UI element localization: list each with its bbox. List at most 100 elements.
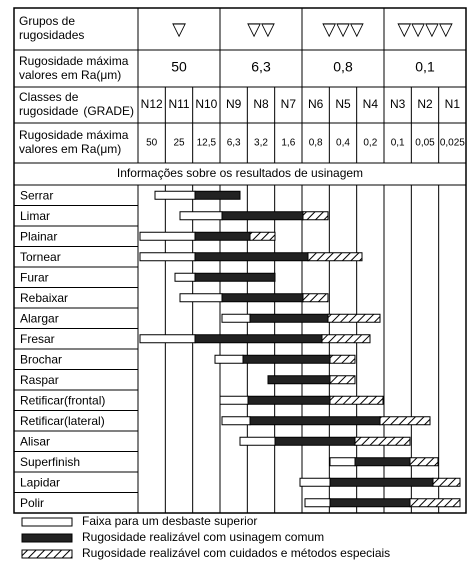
legend-swatch bbox=[21, 549, 73, 559]
legend-label: Rugosidade realizável com cuidados e mét… bbox=[82, 546, 390, 560]
grade: N1 bbox=[445, 97, 461, 111]
range-bar bbox=[302, 211, 329, 221]
class-value: 0,05 bbox=[415, 138, 435, 149]
process-name: Retificar(lateral) bbox=[20, 414, 105, 428]
range-bar bbox=[274, 436, 356, 446]
range-bar bbox=[194, 190, 241, 200]
group-symbol: ▽ bbox=[172, 19, 186, 39]
range-bar bbox=[329, 395, 384, 405]
process-name: Tornear bbox=[20, 250, 61, 264]
process-name: Plainar bbox=[20, 229, 57, 243]
range-bar bbox=[194, 252, 309, 262]
range-bar bbox=[304, 498, 331, 508]
class-value: 3,2 bbox=[254, 138, 268, 149]
range-bar bbox=[354, 457, 411, 467]
range-bar bbox=[179, 293, 223, 303]
grade: N3 bbox=[390, 97, 406, 111]
grade: N7 bbox=[281, 97, 297, 111]
range-bar bbox=[194, 231, 251, 241]
group-value: 50 bbox=[171, 59, 187, 75]
legend-swatch bbox=[21, 517, 73, 527]
range-bar bbox=[249, 231, 276, 241]
max-label: valores em Ra(μm) bbox=[19, 68, 121, 82]
range-bar bbox=[321, 334, 371, 344]
class-value: 0,1 bbox=[391, 138, 405, 149]
class-value: 50 bbox=[146, 138, 158, 149]
class-value: 0,025 bbox=[440, 138, 465, 149]
grade: N8 bbox=[253, 97, 269, 111]
range-bar bbox=[239, 436, 276, 446]
legend-swatch bbox=[21, 533, 73, 543]
grade: N2 bbox=[417, 97, 433, 111]
group-symbol: ▽▽▽▽ bbox=[397, 19, 453, 39]
process-name: Limar bbox=[20, 209, 50, 223]
grade: N9 bbox=[226, 97, 242, 111]
range-bar bbox=[267, 375, 331, 385]
group-symbol: ▽▽ bbox=[247, 19, 275, 39]
class-value: 1,6 bbox=[281, 138, 295, 149]
range-bar bbox=[329, 354, 356, 364]
range-bar bbox=[379, 416, 431, 426]
max-label: Rugosidade máxima bbox=[19, 54, 129, 68]
range-bar bbox=[302, 293, 329, 303]
group-label: rugosidades bbox=[19, 28, 84, 42]
grade-label: (GRADE) bbox=[83, 104, 134, 118]
class-value: 12,5 bbox=[197, 138, 217, 149]
grade: N10 bbox=[195, 97, 217, 111]
process-name: Serrar bbox=[20, 188, 53, 202]
range-bar bbox=[221, 211, 304, 221]
range-bar bbox=[307, 252, 363, 262]
process-name: Rebaixar bbox=[20, 291, 68, 305]
max-label: valores em Ra(μm) bbox=[19, 142, 121, 156]
range-bar bbox=[242, 354, 331, 364]
process-name: Brochar bbox=[20, 352, 62, 366]
range-bar bbox=[221, 293, 304, 303]
range-bar bbox=[247, 395, 331, 405]
range-bar bbox=[179, 211, 223, 221]
range-bar bbox=[327, 313, 381, 323]
range-bar bbox=[221, 313, 251, 323]
range-bar bbox=[219, 395, 249, 405]
grade: N5 bbox=[335, 97, 351, 111]
max-label: Rugosidade máxima bbox=[19, 128, 129, 142]
range-bar bbox=[154, 190, 196, 200]
range-bar bbox=[409, 457, 439, 467]
range-bar bbox=[329, 477, 434, 487]
legend-label: Faixa para um desbaste superior bbox=[82, 514, 257, 528]
section-title: Informações sobre os resultados de usina… bbox=[117, 166, 363, 180]
range-bar bbox=[299, 477, 331, 487]
grade: N4 bbox=[363, 97, 379, 111]
class-value: 0,2 bbox=[363, 138, 377, 149]
range-bar bbox=[139, 334, 196, 344]
grade: N11 bbox=[168, 97, 189, 111]
class-value: 25 bbox=[173, 138, 185, 149]
range-bar bbox=[194, 272, 276, 282]
range-bar bbox=[139, 252, 196, 262]
class-label: Classes de bbox=[19, 90, 79, 104]
grade: N6 bbox=[308, 97, 324, 111]
group-value: 0,1 bbox=[415, 59, 435, 75]
class-value: 6,3 bbox=[227, 138, 241, 149]
range-bar bbox=[329, 375, 356, 385]
group-value: 0,8 bbox=[333, 59, 353, 75]
process-name: Alisar bbox=[20, 434, 50, 448]
range-bar bbox=[432, 477, 461, 487]
process-name: Retificar(frontal) bbox=[20, 393, 105, 407]
process-name: Raspar bbox=[20, 373, 59, 387]
group-label: Grupos de bbox=[19, 14, 75, 28]
process-name: Polir bbox=[20, 496, 44, 510]
process-name: Alargar bbox=[20, 311, 59, 325]
range-bar bbox=[249, 416, 381, 426]
process-name: Fresar bbox=[20, 332, 55, 346]
class-value: 0,8 bbox=[309, 138, 323, 149]
group-value: 6,3 bbox=[251, 59, 271, 75]
legend-label: Rugosidade realizável com usinagem comum bbox=[82, 530, 324, 544]
range-bar bbox=[329, 457, 356, 467]
range-bar bbox=[139, 231, 196, 241]
range-bar bbox=[174, 272, 196, 282]
table-border bbox=[13, 7, 467, 514]
range-bar bbox=[354, 436, 411, 446]
group-symbol: ▽▽▽ bbox=[322, 19, 364, 39]
grade: N12 bbox=[141, 97, 163, 111]
